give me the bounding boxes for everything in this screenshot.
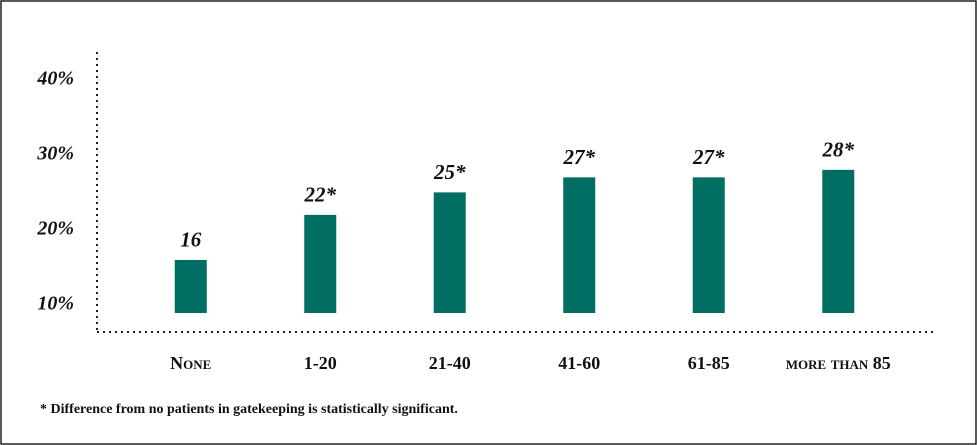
bar (692, 177, 725, 313)
value-label: 22* (304, 183, 337, 207)
value-label: 27* (692, 145, 725, 169)
x-tick-label: 61-85 (688, 353, 730, 373)
footnote: * Difference from no patients in gatekee… (40, 402, 458, 417)
y-tick-label: 30% (36, 142, 74, 164)
bar (822, 169, 855, 313)
x-tick-label: None (170, 353, 211, 373)
value-label: 27* (563, 145, 596, 169)
value-label: 28* (822, 138, 855, 162)
y-tick-label: 40% (36, 67, 74, 89)
x-tick-label: 21-40 (429, 353, 471, 373)
bar (563, 177, 596, 313)
bar (174, 259, 207, 313)
bar (304, 214, 337, 313)
y-tick-label: 10% (37, 293, 74, 315)
x-tick-label: 41-60 (558, 353, 600, 373)
y-tick-label: 20% (36, 218, 74, 240)
bar (433, 192, 466, 313)
value-label: 16 (180, 228, 202, 252)
value-label: 25* (433, 160, 466, 184)
x-tick-label: 1-20 (304, 353, 337, 373)
x-tick-label: more than 85 (786, 353, 891, 373)
